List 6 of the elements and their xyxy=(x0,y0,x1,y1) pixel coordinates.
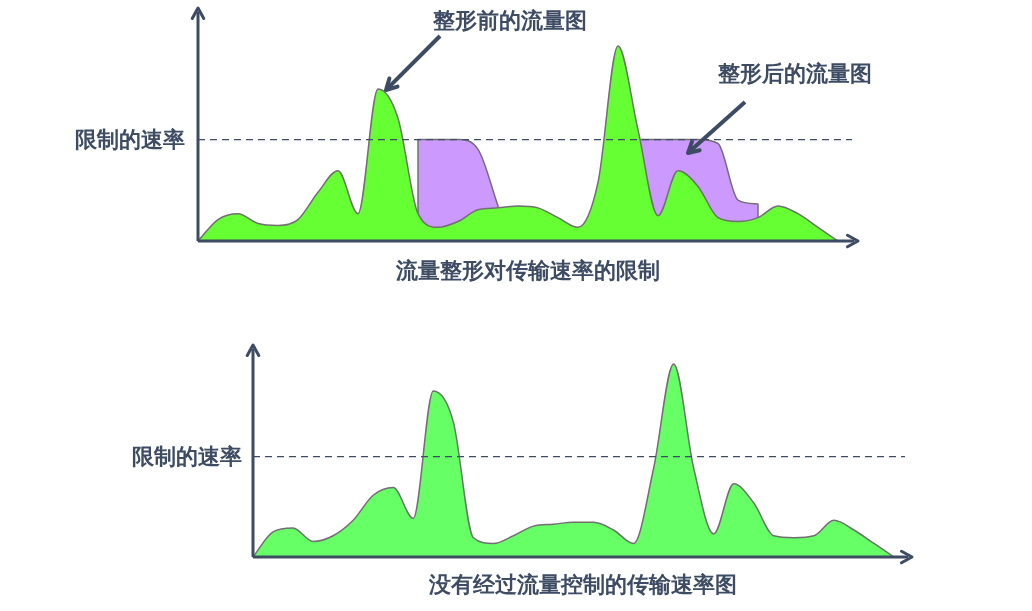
annotation: 整形后的流量图 xyxy=(717,60,872,86)
ref-line-label: 限制的速率 xyxy=(75,127,185,153)
x-axis-title: 流量整形对传输速率的限制 xyxy=(395,257,660,283)
x-axis-title: 没有经过流量控制的传输速率图 xyxy=(427,571,737,597)
text: 整形前的流量图 xyxy=(432,7,587,33)
ref-line-label: 限制的速率 xyxy=(132,444,242,470)
